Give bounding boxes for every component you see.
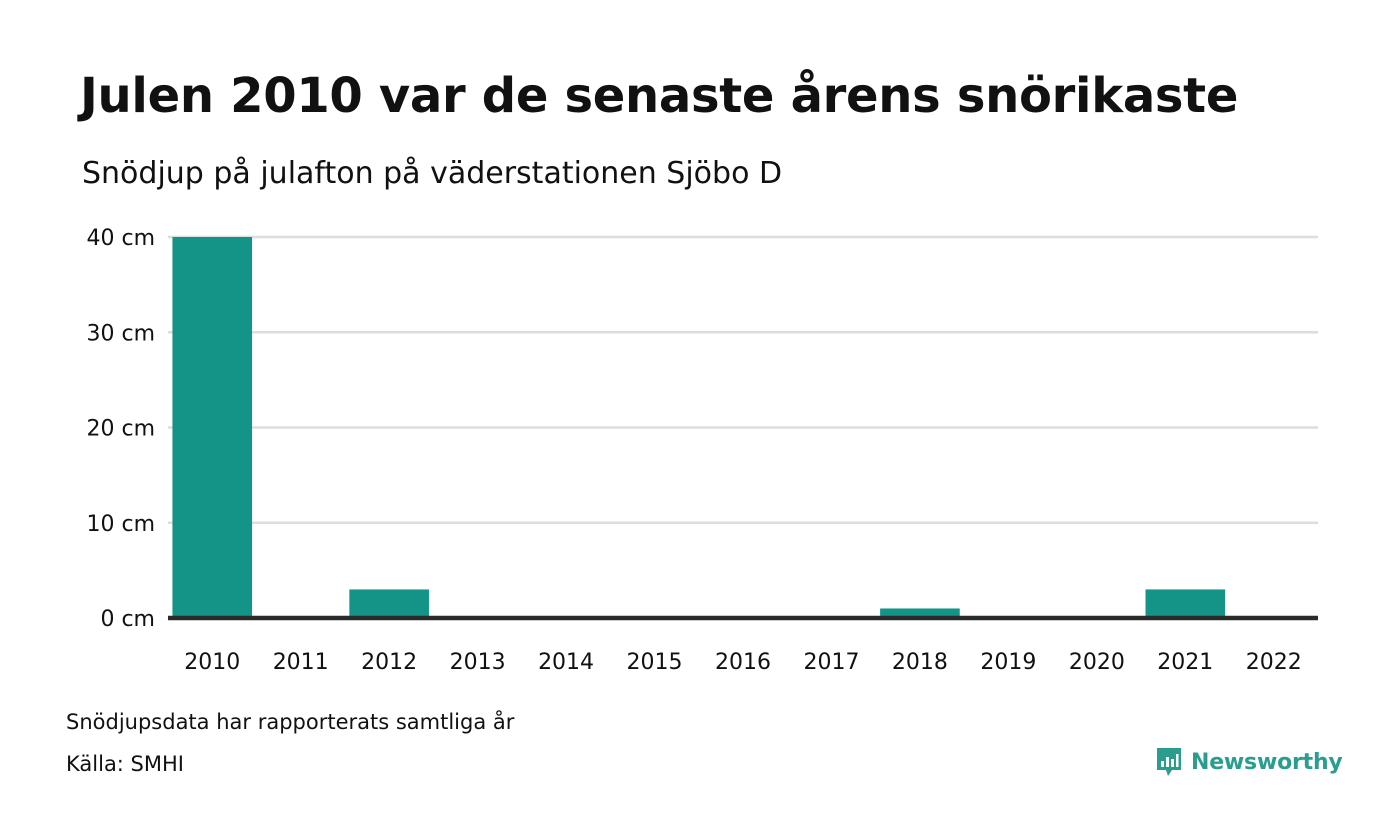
y-tick-label: 30 cm <box>86 321 155 346</box>
brand-logo: Newsworthy <box>1155 746 1343 778</box>
axes: 0 cm 10 cm 20 cm 30 cm 40 cm 2010 2011 2012 2013… <box>86 226 1318 675</box>
bar-2012 <box>349 589 429 618</box>
chart-title: Julen 2010 var de senaste årens snörikas… <box>80 68 1239 124</box>
newsworthy-logo-icon <box>1157 748 1181 776</box>
bar-2010 <box>172 237 253 618</box>
x-tick-label: 2016 <box>715 650 771 675</box>
x-tick-label: 2010 <box>184 650 240 675</box>
data-note: Snödjupsdata har rapporterats samtliga å… <box>66 710 515 734</box>
y-tick-label: 0 cm <box>100 607 155 632</box>
x-tick-label: 2017 <box>803 650 859 675</box>
bar-chart: 0 cm 10 cm 20 cm 30 cm 40 cm 2010 2011 2012 2013… <box>86 226 1318 675</box>
x-tick-label: 2013 <box>450 650 506 675</box>
brand-name: Newsworthy <box>1191 749 1343 775</box>
chart-subtitle: Snödjup på julafton på väderstationen Sj… <box>82 156 783 191</box>
x-tick-label: 2020 <box>1069 650 1125 675</box>
x-tick-label: 2021 <box>1157 650 1213 675</box>
bar-2018 <box>880 608 960 618</box>
bar-2021 <box>1145 589 1226 618</box>
x-tick-label: 2019 <box>980 650 1036 675</box>
x-tick-label: 2015 <box>627 650 683 675</box>
gridlines <box>168 235 1318 524</box>
bars <box>172 237 1226 618</box>
y-tick-label: 10 cm <box>86 512 155 537</box>
y-tick-label: 40 cm <box>86 226 155 251</box>
x-tick-label: 2012 <box>361 650 417 675</box>
x-tick-label: 2018 <box>892 650 948 675</box>
x-tick-label: 2022 <box>1246 650 1302 675</box>
y-tick-label: 20 cm <box>86 417 155 442</box>
x-tick-label: 2011 <box>273 650 329 675</box>
x-tick-label: 2014 <box>538 650 594 675</box>
source-note: Källa: SMHI <box>66 752 184 776</box>
